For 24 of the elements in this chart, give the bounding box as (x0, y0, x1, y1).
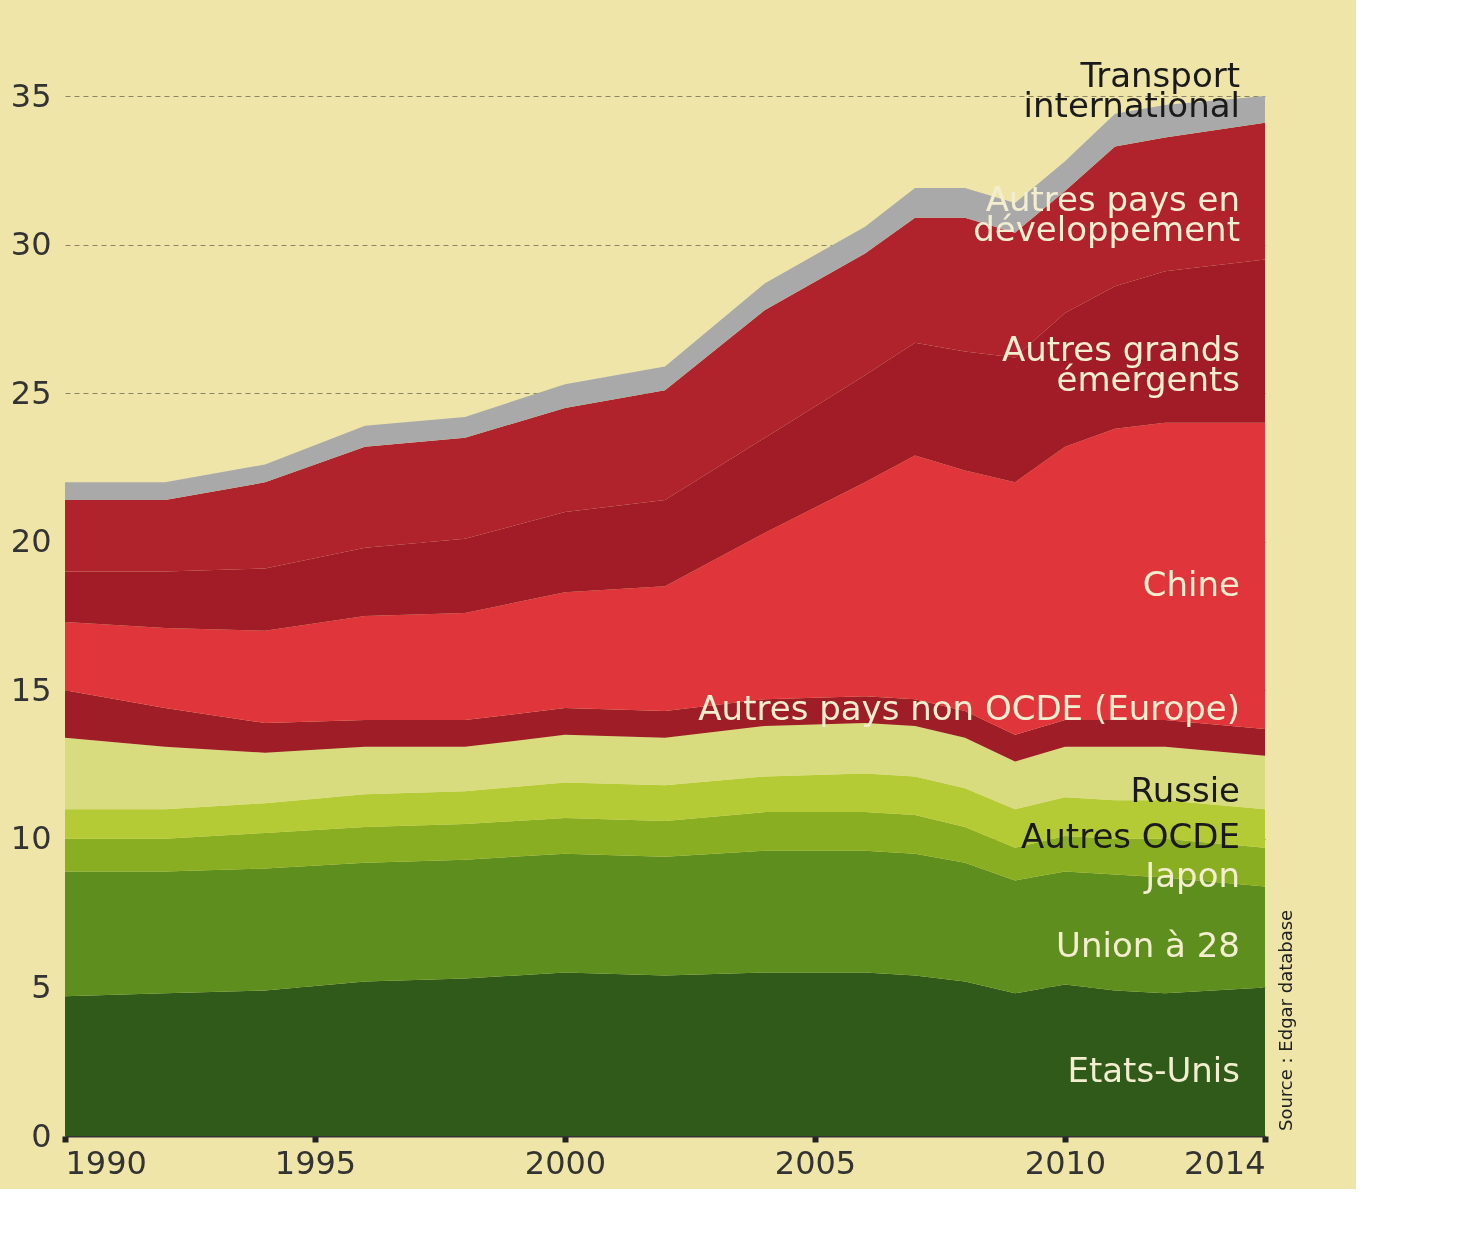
y-tick-label: 10 (10, 819, 52, 858)
y-tick-label: 30 (10, 225, 52, 264)
y-tick-label: 20 (10, 522, 52, 561)
series-label: Autres OCDE (1021, 816, 1240, 857)
series-label: Japon (1143, 855, 1240, 896)
series-label: Chine (1142, 563, 1240, 604)
y-tick-label: 5 (31, 967, 52, 1006)
x-tick-label: 2010 (1024, 1143, 1107, 1182)
x-tick-label: 2005 (774, 1143, 857, 1182)
x-tick-label: 2014 (1184, 1143, 1266, 1182)
source-note: Source : Edgar database (1275, 909, 1296, 1131)
series-label: Etats-Unis (1067, 1049, 1240, 1090)
x-tick-label: 1995 (274, 1143, 357, 1182)
y-tick-label: 35 (10, 76, 52, 115)
y-tick-label: 0 (31, 1116, 52, 1155)
y-tick-label: 25 (10, 373, 52, 412)
x-tick-label: 1990 (65, 1143, 147, 1182)
series-label: Union à 28 (1056, 924, 1240, 965)
series-label: Transport international (1023, 55, 1240, 125)
series-label: Autres grands émergents (1001, 329, 1240, 400)
y-tick-label: 15 (10, 670, 52, 709)
x-tick-label: 2000 (524, 1143, 607, 1182)
series-label: Autres pays non OCDE (Europe) (698, 687, 1240, 728)
series-label: Russie (1130, 770, 1240, 811)
